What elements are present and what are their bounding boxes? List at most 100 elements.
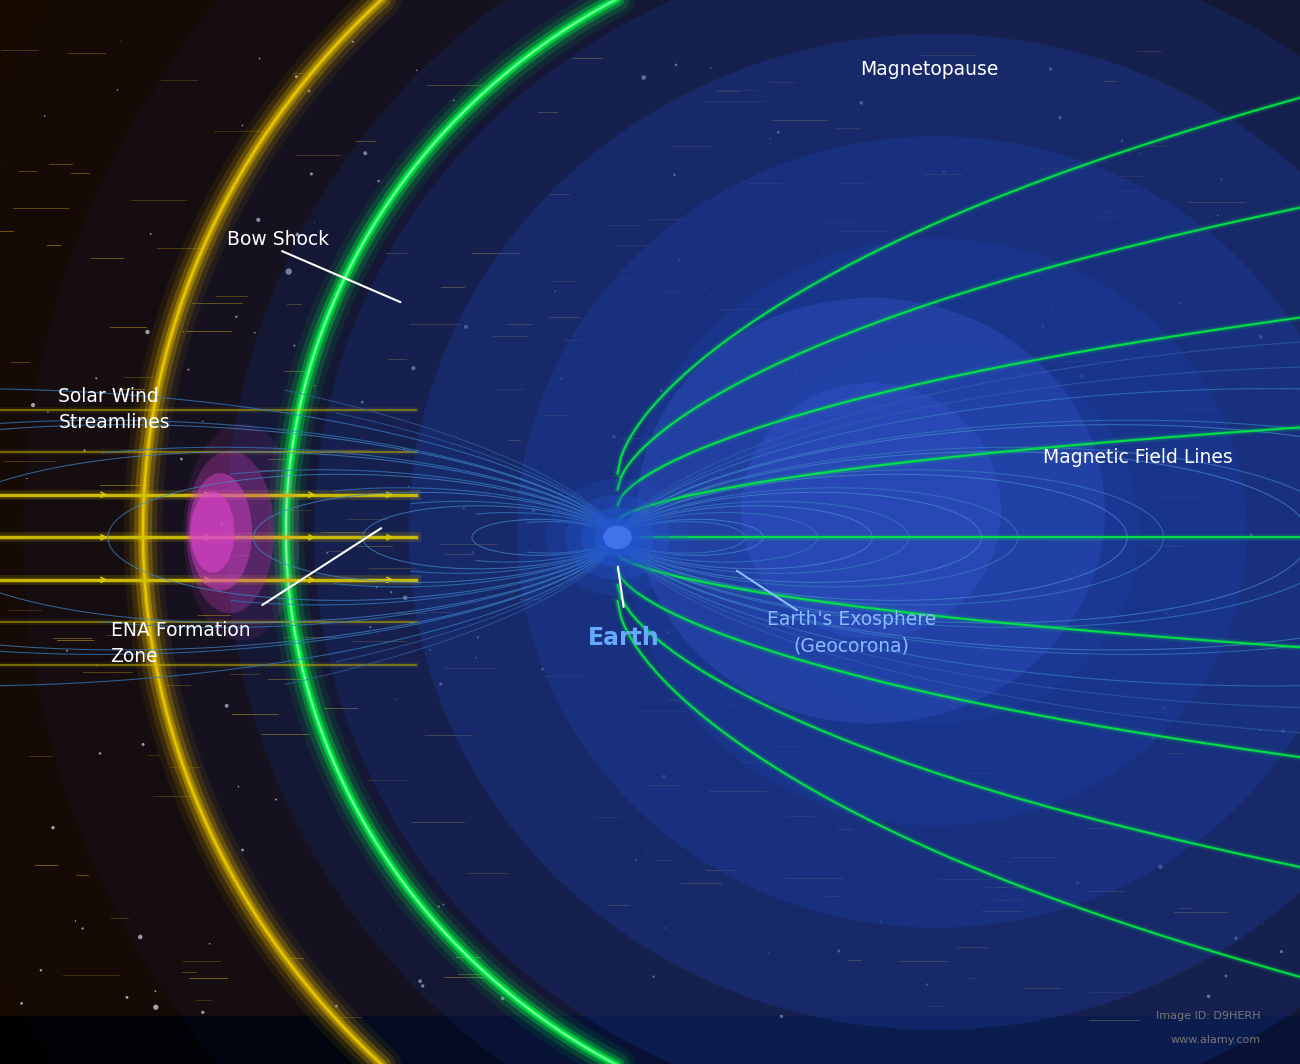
Ellipse shape bbox=[566, 495, 670, 580]
Point bbox=[888, 177, 909, 194]
Point bbox=[90, 745, 110, 762]
Point bbox=[265, 791, 286, 808]
Point bbox=[1153, 699, 1174, 716]
Point bbox=[910, 853, 931, 870]
Point bbox=[412, 917, 433, 934]
Point bbox=[636, 842, 656, 859]
Point bbox=[1067, 875, 1088, 892]
Point bbox=[398, 478, 419, 495]
Point bbox=[992, 887, 1013, 904]
Point bbox=[582, 750, 603, 767]
Point bbox=[903, 317, 924, 334]
Point bbox=[248, 212, 269, 229]
Point bbox=[468, 629, 489, 646]
Point bbox=[216, 697, 237, 714]
Text: Magnetopause: Magnetopause bbox=[861, 60, 998, 79]
Point bbox=[410, 972, 430, 990]
Point bbox=[1154, 305, 1175, 322]
Point bbox=[651, 382, 672, 399]
Point bbox=[979, 199, 1000, 216]
Point bbox=[287, 226, 308, 243]
Point bbox=[352, 394, 373, 411]
Point bbox=[1040, 61, 1061, 78]
Point bbox=[1053, 464, 1074, 481]
Point bbox=[916, 976, 937, 993]
Point bbox=[1208, 207, 1228, 225]
Point bbox=[783, 384, 803, 401]
Point bbox=[852, 95, 872, 112]
Point bbox=[672, 275, 693, 292]
Point bbox=[304, 215, 325, 232]
Point bbox=[111, 33, 131, 50]
Text: Magnetic Field Lines: Magnetic Field Lines bbox=[1043, 448, 1232, 467]
Point bbox=[1192, 390, 1213, 408]
Point bbox=[65, 913, 86, 930]
Point bbox=[86, 370, 107, 387]
Point bbox=[420, 642, 441, 659]
Point bbox=[407, 62, 428, 79]
Point bbox=[17, 470, 38, 487]
Text: Earth's Exosphere
(Geocorona): Earth's Exosphere (Geocorona) bbox=[767, 611, 936, 655]
Point bbox=[455, 318, 476, 335]
Point bbox=[1170, 295, 1191, 312]
Ellipse shape bbox=[408, 34, 1300, 1030]
Point bbox=[1188, 462, 1209, 479]
Point bbox=[1271, 943, 1292, 960]
Point bbox=[429, 898, 450, 915]
Point bbox=[192, 413, 213, 430]
Point bbox=[395, 589, 416, 606]
Point bbox=[325, 285, 346, 302]
Point bbox=[87, 658, 108, 675]
Point bbox=[701, 60, 722, 77]
Point bbox=[117, 988, 138, 1005]
Point bbox=[170, 450, 191, 467]
Text: Earth: Earth bbox=[588, 627, 660, 650]
Point bbox=[758, 944, 779, 961]
Point bbox=[1010, 771, 1031, 788]
Point bbox=[286, 68, 307, 85]
Point bbox=[278, 263, 299, 280]
Point bbox=[1245, 819, 1266, 836]
Point bbox=[317, 545, 338, 562]
Point bbox=[1240, 527, 1261, 544]
Point bbox=[367, 579, 387, 596]
Point bbox=[871, 913, 892, 930]
Ellipse shape bbox=[637, 298, 1105, 724]
Point bbox=[227, 778, 248, 795]
Point bbox=[1251, 721, 1271, 738]
Point bbox=[759, 130, 780, 147]
Point bbox=[493, 990, 514, 1007]
Point bbox=[1035, 609, 1056, 626]
Point bbox=[545, 283, 566, 300]
Ellipse shape bbox=[226, 0, 1300, 1064]
Point bbox=[148, 82, 169, 99]
Point bbox=[711, 837, 732, 854]
Point bbox=[465, 649, 486, 666]
Point bbox=[355, 145, 376, 162]
Point bbox=[679, 270, 699, 287]
Point bbox=[1150, 859, 1171, 876]
Point bbox=[146, 999, 166, 1016]
Point bbox=[816, 487, 837, 504]
Point bbox=[495, 404, 516, 421]
Point bbox=[1130, 145, 1150, 162]
Point bbox=[819, 476, 840, 493]
Point bbox=[0, 598, 20, 615]
Point bbox=[625, 851, 646, 868]
Point bbox=[313, 47, 334, 64]
Point bbox=[1251, 329, 1271, 346]
Point bbox=[22, 397, 43, 414]
Point bbox=[1170, 515, 1191, 532]
Ellipse shape bbox=[517, 136, 1300, 928]
Point bbox=[785, 362, 806, 379]
Point bbox=[73, 920, 94, 937]
Point bbox=[909, 506, 930, 523]
Point bbox=[1049, 110, 1070, 127]
Point bbox=[302, 165, 322, 182]
Point bbox=[992, 223, 1013, 240]
Point bbox=[1039, 469, 1060, 486]
Point bbox=[1032, 318, 1053, 335]
Text: www.alamy.com: www.alamy.com bbox=[1171, 1035, 1261, 1045]
Point bbox=[812, 186, 833, 203]
Point bbox=[933, 164, 954, 181]
